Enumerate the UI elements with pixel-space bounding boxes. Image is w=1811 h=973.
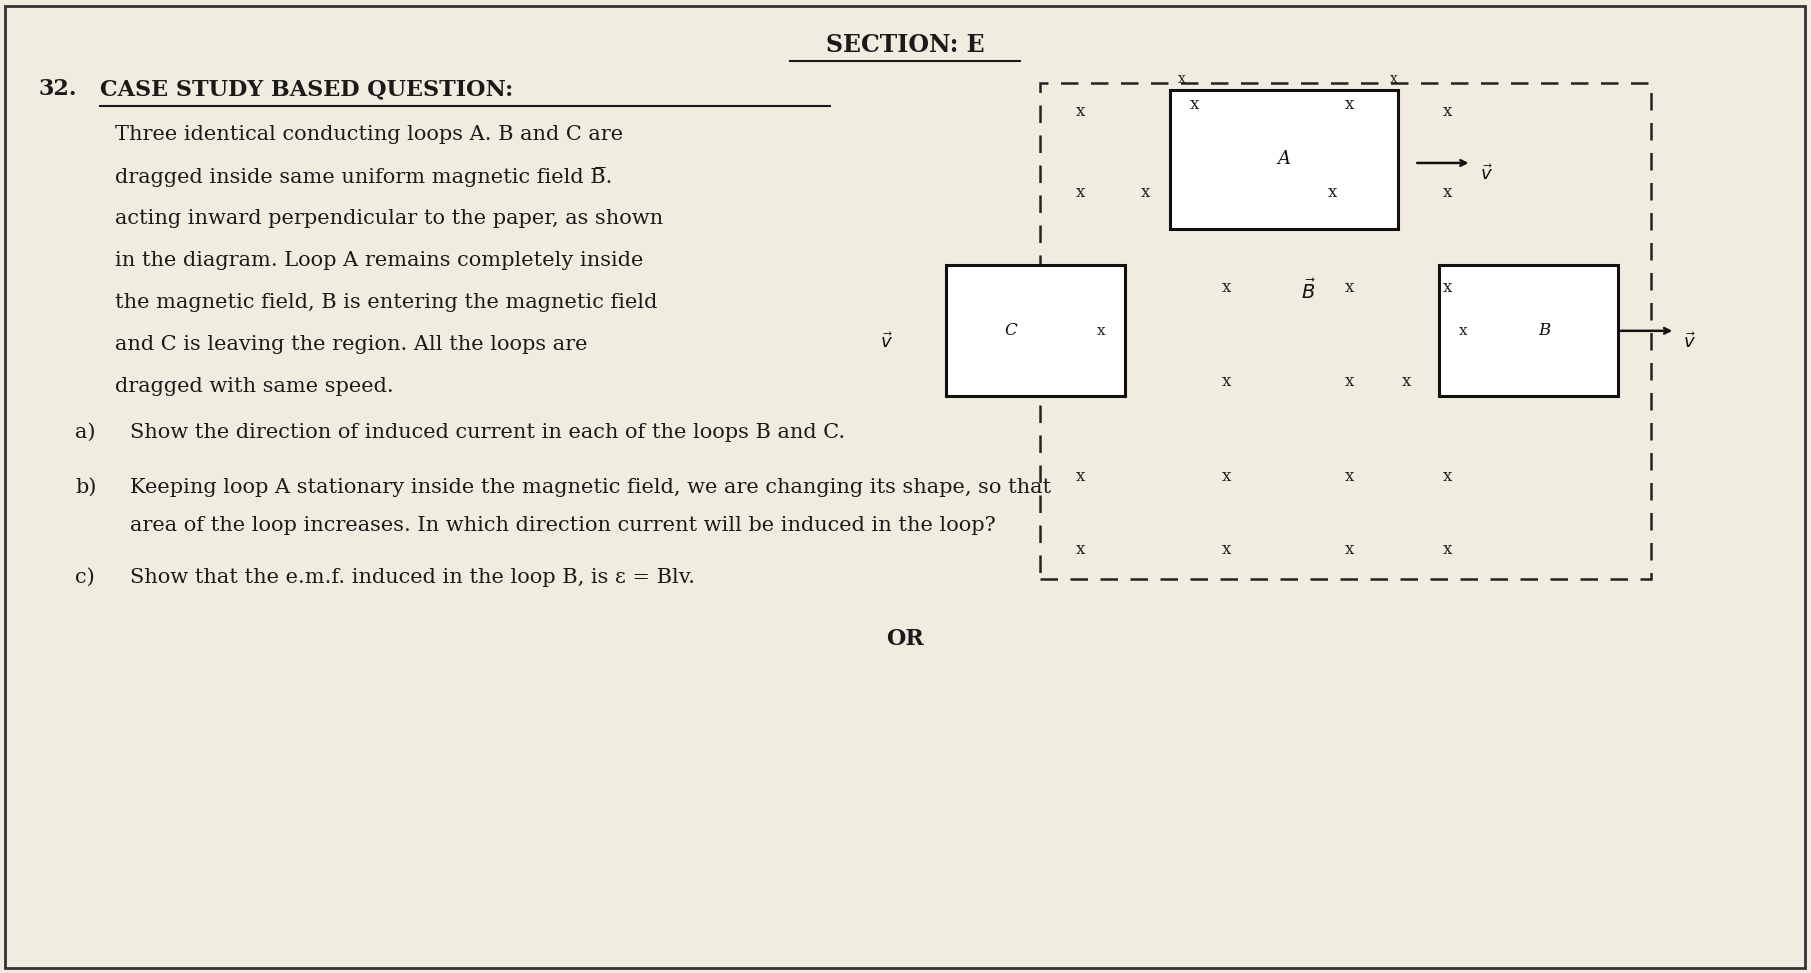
- Text: x: x: [1076, 184, 1085, 200]
- Text: $\vec{v}$: $\vec{v}$: [1480, 164, 1492, 184]
- Text: x: x: [1096, 324, 1105, 338]
- Text: in the diagram. Loop A remains completely inside: in the diagram. Loop A remains completel…: [116, 251, 643, 270]
- Text: x: x: [1222, 278, 1231, 296]
- Text: x: x: [1222, 541, 1231, 559]
- Text: x: x: [1442, 184, 1452, 200]
- Text: x: x: [1442, 541, 1452, 559]
- Text: x: x: [1344, 374, 1355, 390]
- Text: CASE STUDY BASED QUESTION:: CASE STUDY BASED QUESTION:: [100, 78, 513, 100]
- Text: x: x: [1344, 278, 1355, 296]
- Bar: [1170, 90, 1398, 229]
- Text: $\vec{v}$: $\vec{v}$: [1684, 332, 1697, 351]
- Text: b): b): [74, 478, 96, 497]
- Text: $\vec{v}$: $\vec{v}$: [880, 332, 893, 351]
- Text: x: x: [1344, 96, 1355, 113]
- Text: x: x: [1141, 184, 1150, 200]
- Text: Show that the e.m.f. induced in the loop B, is ε = Blv.: Show that the e.m.f. induced in the loop…: [130, 568, 695, 587]
- Text: SECTION: E: SECTION: E: [826, 33, 985, 57]
- Bar: [1440, 266, 1619, 397]
- Text: x: x: [1442, 278, 1452, 296]
- Text: x: x: [1076, 103, 1085, 121]
- Text: dragged with same speed.: dragged with same speed.: [116, 377, 393, 396]
- Text: x: x: [1402, 374, 1411, 390]
- Bar: [945, 266, 1125, 397]
- Text: x: x: [1460, 324, 1467, 338]
- Text: c): c): [74, 568, 94, 587]
- Text: Keeping loop A stationary inside the magnetic field, we are changing its shape, : Keeping loop A stationary inside the mag…: [130, 478, 1050, 497]
- Text: B: B: [1539, 322, 1550, 340]
- Text: Show the direction of induced current in each of the loops B and C.: Show the direction of induced current in…: [130, 423, 846, 442]
- Text: and C is leaving the region. All the loops are: and C is leaving the region. All the loo…: [116, 335, 587, 354]
- Text: x: x: [1076, 468, 1085, 486]
- Text: x: x: [1327, 184, 1338, 200]
- Text: x: x: [1442, 468, 1452, 486]
- Text: Three identical conducting loops A. B and C are: Three identical conducting loops A. B an…: [116, 125, 623, 144]
- Text: x: x: [1190, 96, 1199, 113]
- Text: x: x: [1179, 72, 1186, 87]
- Text: x: x: [1391, 72, 1398, 87]
- Text: $\vec{B}$: $\vec{B}$: [1300, 278, 1317, 303]
- Text: the magnetic field, B is entering the magnetic field: the magnetic field, B is entering the ma…: [116, 293, 657, 312]
- Text: x: x: [1076, 541, 1085, 559]
- Text: dragged inside same uniform magnetic field B̅.: dragged inside same uniform magnetic fie…: [116, 167, 612, 187]
- Text: area of the loop increases. In which direction current will be induced in the lo: area of the loop increases. In which dir…: [130, 516, 996, 535]
- Text: C: C: [1005, 322, 1018, 340]
- Text: x: x: [1442, 103, 1452, 121]
- Text: A: A: [1277, 151, 1291, 168]
- Text: x: x: [1344, 468, 1355, 486]
- Text: x: x: [1344, 541, 1355, 559]
- Text: OR: OR: [886, 628, 924, 650]
- Text: 32.: 32.: [38, 78, 76, 100]
- Bar: [1040, 83, 1652, 579]
- Text: acting inward perpendicular to the paper, as shown: acting inward perpendicular to the paper…: [116, 209, 663, 228]
- Text: x: x: [1222, 374, 1231, 390]
- Text: x: x: [1222, 468, 1231, 486]
- Text: a): a): [74, 423, 96, 442]
